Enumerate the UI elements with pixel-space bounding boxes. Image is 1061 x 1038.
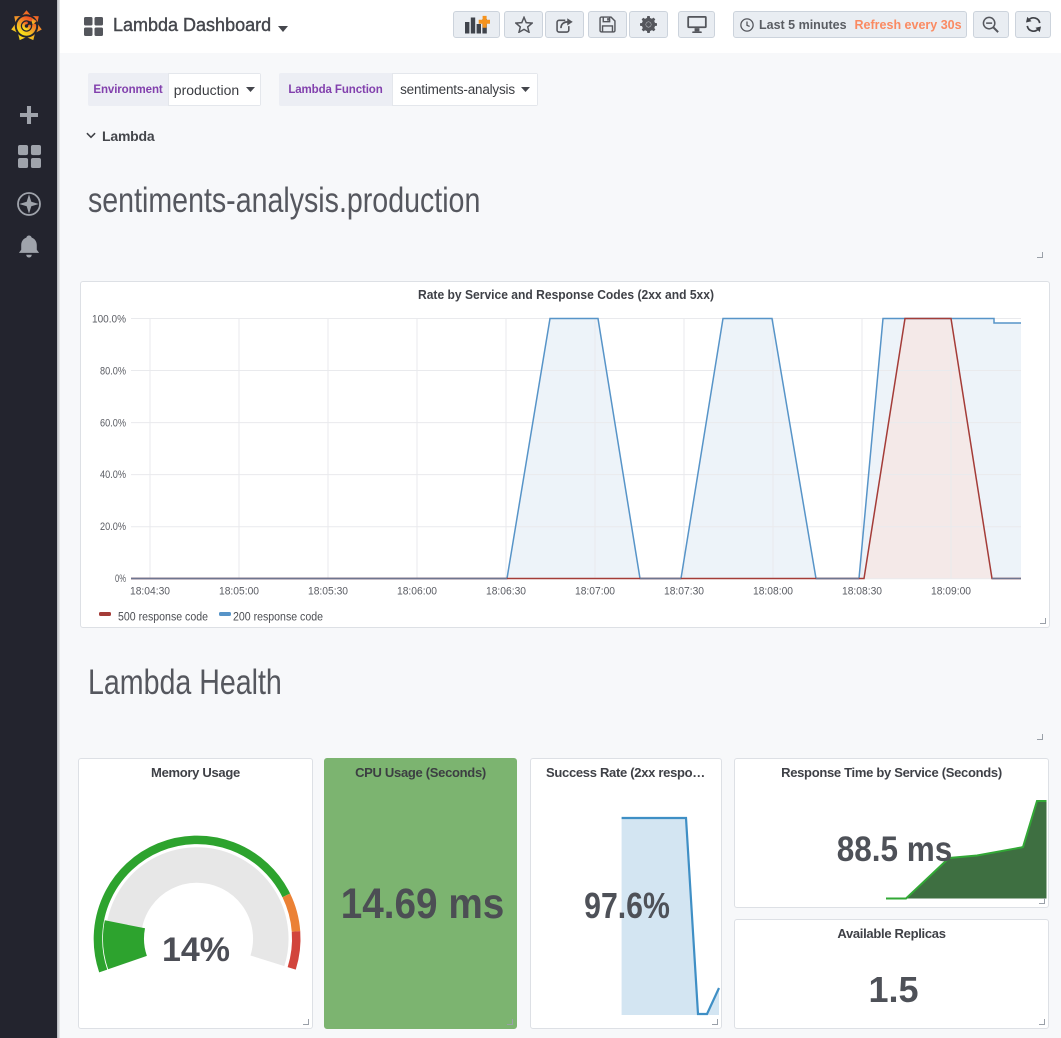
svg-text:18:04:30: 18:04:30 (130, 586, 170, 598)
svg-text:18:07:30: 18:07:30 (664, 586, 704, 598)
svg-text:18:08:00: 18:08:00 (753, 586, 793, 598)
svg-text:Rate by Service and Response C: Rate by Service and Response Codes (2xx … (418, 287, 714, 302)
svg-text:100.0%: 100.0% (92, 314, 126, 326)
svg-text:14%: 14% (162, 931, 230, 969)
svg-text:18:08:30: 18:08:30 (842, 586, 882, 598)
svg-text:18:05:30: 18:05:30 (308, 586, 348, 598)
svg-text:20.0%: 20.0% (100, 521, 126, 533)
svg-text:500 response code: 500 response code (118, 612, 208, 624)
svg-text:80.0%: 80.0% (100, 365, 126, 377)
svg-text:0%: 0% (115, 573, 126, 585)
svg-text:18:09:00: 18:09:00 (931, 586, 971, 598)
svg-text:60.0%: 60.0% (100, 417, 126, 429)
svg-text:18:07:00: 18:07:00 (575, 586, 615, 598)
svg-text:18:05:00: 18:05:00 (219, 586, 259, 598)
svg-text:18:06:30: 18:06:30 (486, 586, 526, 598)
svg-text:18:06:00: 18:06:00 (397, 586, 437, 598)
svg-text:200 response code: 200 response code (233, 612, 323, 624)
svg-text:40.0%: 40.0% (100, 469, 126, 481)
